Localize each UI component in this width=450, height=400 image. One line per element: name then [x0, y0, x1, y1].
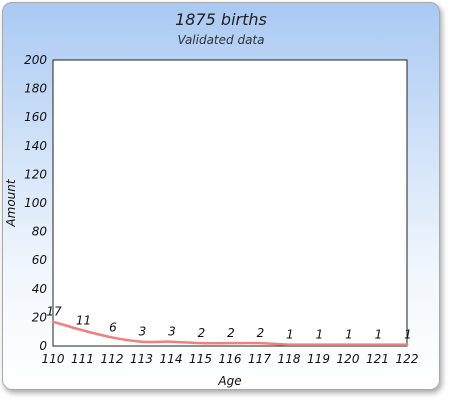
x-axis-ticks: 110 111 112 113 114 115 116 117 118 119 120 121 122: [42, 352, 419, 366]
y-tick-label: 140: [24, 139, 47, 153]
x-tick-label: 118: [278, 352, 301, 366]
x-tick-label: 120: [337, 352, 360, 366]
chart-svg: 1875 births Validated data 0 20 40 60 80 100 1…: [4, 10, 419, 388]
data-label: 1: [286, 328, 294, 342]
y-tick-label: 200: [24, 53, 47, 67]
data-label: 1: [404, 328, 412, 342]
x-tick-label: 115: [189, 352, 212, 366]
x-tick-label: 116: [219, 352, 242, 366]
x-tick-label: 113: [130, 352, 153, 366]
chart-title: 1875 births: [175, 10, 267, 29]
chart-subtitle: Validated data: [178, 33, 265, 47]
y-tick-label: 160: [24, 110, 47, 124]
y-axis-ticks: 0 20 40 60 80 100 120 140 160 180 200: [24, 53, 47, 353]
data-label: 1: [375, 328, 383, 342]
series-layer: [51, 320, 409, 346]
y-tick-label: 180: [24, 82, 47, 96]
y-tick-label: 0: [39, 339, 47, 353]
y-tick-label: 80: [32, 225, 48, 239]
data-label: 11: [76, 313, 91, 327]
x-tick-label: 122: [396, 352, 419, 366]
data-label: 3: [168, 325, 176, 339]
data-label: 1: [316, 328, 324, 342]
x-tick-label: 111: [71, 352, 94, 366]
x-tick-label: 117: [248, 352, 271, 366]
y-tick-label: 60: [32, 253, 48, 267]
x-tick-label: 114: [160, 352, 183, 366]
y-tick-label: 120: [24, 167, 47, 181]
y-tick-label: 20: [32, 310, 48, 324]
data-label: 2: [198, 326, 206, 340]
data-label: 2: [257, 326, 265, 340]
chart-card: 1875 births Validated data 0 20 40 60 80 100 1…: [2, 2, 440, 390]
y-tick-label: 100: [24, 196, 47, 210]
y-axis-label: Amount: [4, 178, 18, 227]
x-tick-label: 110: [42, 352, 65, 366]
x-tick-label: 112: [101, 352, 124, 366]
y-tick-label: 40: [32, 282, 48, 296]
data-label: 2: [227, 326, 235, 340]
data-label: 6: [109, 320, 117, 334]
plot-area: [52, 59, 408, 347]
x-tick-label: 121: [366, 352, 389, 366]
x-tick-label: 119: [307, 352, 330, 366]
data-label: 3: [139, 325, 147, 339]
data-label: 1: [345, 328, 353, 342]
x-axis-label: Age: [217, 374, 241, 388]
data-label: 17: [46, 305, 62, 319]
